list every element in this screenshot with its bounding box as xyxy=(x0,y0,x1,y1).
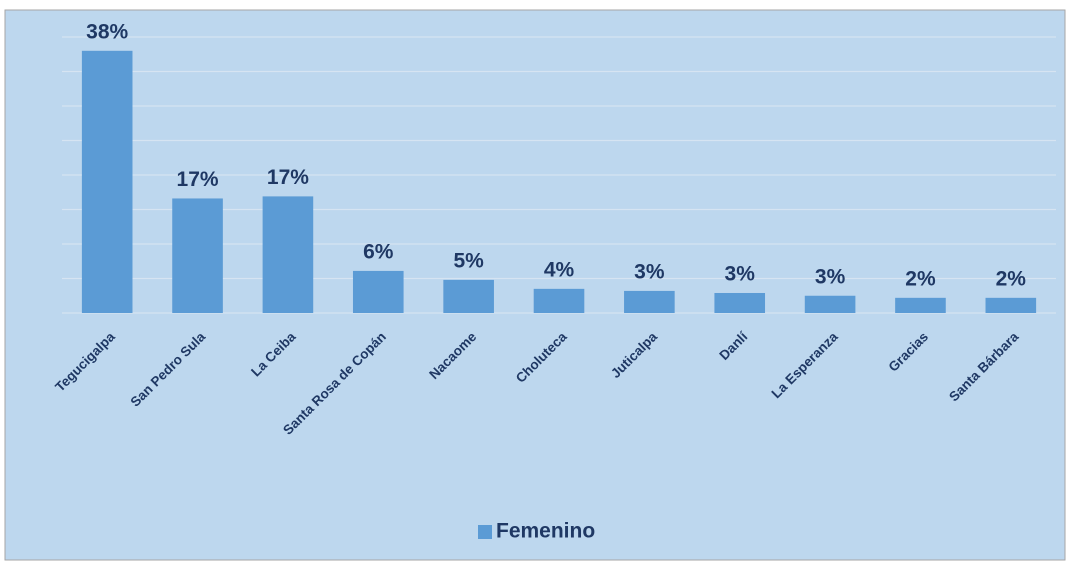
bar xyxy=(352,270,404,313)
data-label: 2% xyxy=(905,267,936,290)
data-label: 5% xyxy=(453,249,484,272)
bar xyxy=(624,290,675,313)
bar xyxy=(804,295,856,313)
data-label: 17% xyxy=(267,166,309,189)
data-label: 3% xyxy=(725,263,756,286)
data-label: 4% xyxy=(544,258,575,281)
legend-label: Femenino xyxy=(496,520,595,543)
data-label: 17% xyxy=(177,168,219,191)
data-label: 2% xyxy=(996,267,1027,290)
bar xyxy=(443,279,494,313)
bar xyxy=(172,198,223,313)
bar xyxy=(262,196,314,313)
data-label: 3% xyxy=(634,260,665,283)
bar xyxy=(895,297,946,313)
bar xyxy=(985,297,1037,313)
data-label: 6% xyxy=(363,240,394,263)
legend-swatch xyxy=(478,525,492,539)
bar xyxy=(714,292,766,313)
data-label: 3% xyxy=(815,265,846,288)
bar xyxy=(533,288,585,313)
data-label: 38% xyxy=(86,20,128,43)
bar xyxy=(81,50,133,314)
